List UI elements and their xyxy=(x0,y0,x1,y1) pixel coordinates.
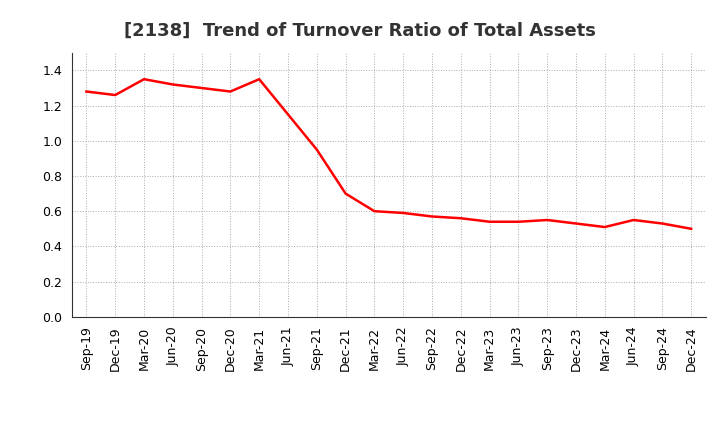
Text: [2138]  Trend of Turnover Ratio of Total Assets: [2138] Trend of Turnover Ratio of Total … xyxy=(124,22,596,40)
